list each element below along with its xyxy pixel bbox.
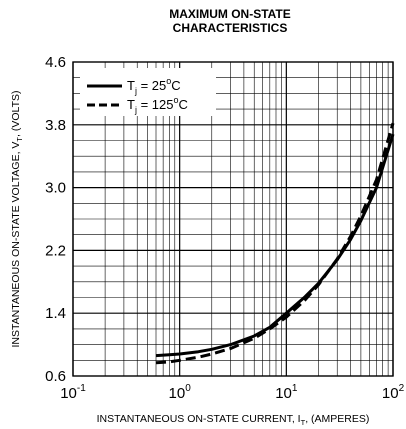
legend-entry: Tj = 25oC [127,76,181,96]
x-tick-base: 10 [382,385,399,402]
x-tick-label: 100 [169,383,192,402]
x-tick-labels: 10-1 100 101 102 [60,383,404,402]
y-tick-label: 0.6 [45,368,66,385]
x-tick-label: 10-1 [60,383,86,402]
x-tick-base: 10 [275,385,292,402]
y-axis-label-sub: T [15,137,24,142]
y-axis-label-main: INSTANTANEOUS ON-STATE VOLTAGE, V [10,142,22,348]
legend-degree: o [166,76,171,86]
x-axis-label-main: INSTANTANEOUS ON-STATE CURRENT, I [97,413,301,425]
y-tick-label: 1.4 [45,305,66,322]
legend-unit: C [178,97,187,112]
x-axis-label-suffix: , (AMPERES) [305,413,369,425]
legend-unit: C [171,78,180,93]
series-lines [155,122,395,365]
y-tick-labels: 0.6 1.4 2.2 3.0 3.8 4.6 [45,54,66,385]
x-tick-base: 10 [60,385,77,402]
legend-subscript: j [134,105,137,115]
legend-subscript: j [134,86,137,96]
y-axis-label: INSTANTANEOUS ON-STATE VOLTAGE, VT, (VOL… [10,90,24,347]
x-tick-label: 101 [275,383,298,402]
y-tick-label: 3.8 [45,117,66,134]
chart-title-line-2: CHARACTERISTICS [173,21,288,35]
x-axis-label: INSTANTANEOUS ON-STATE CURRENT, IT, (AMP… [97,413,370,427]
series-line-125c [155,122,395,365]
y-tick-label: 2.2 [45,242,66,259]
legend-symbol: T [127,97,135,112]
legend-symbol: T [127,78,135,93]
legend-value: = 25 [137,78,166,93]
y-tick-label: 3.0 [45,180,66,197]
x-tick-base: 10 [169,385,186,402]
y-tick-label: 4.6 [45,54,66,71]
x-tick-exponent: 0 [185,383,191,394]
legend-entry: Tj = 125oC [127,95,188,115]
chart-title-line-1: MAXIMUM ON-STATE [169,7,291,21]
x-axis-label-sub: T [301,418,306,427]
series-line-25c [155,133,395,358]
legend-box [80,68,216,116]
y-axis-label-suffix: , (VOLTS) [10,90,22,136]
x-tick-exponent: -1 [77,383,86,394]
x-tick-exponent: 1 [292,383,298,394]
x-tick-label: 102 [382,383,405,402]
x-tick-exponent: 2 [399,383,405,394]
plot-frame [72,61,394,377]
legend-degree: o [173,95,178,105]
legend-value: = 125 [137,97,174,112]
